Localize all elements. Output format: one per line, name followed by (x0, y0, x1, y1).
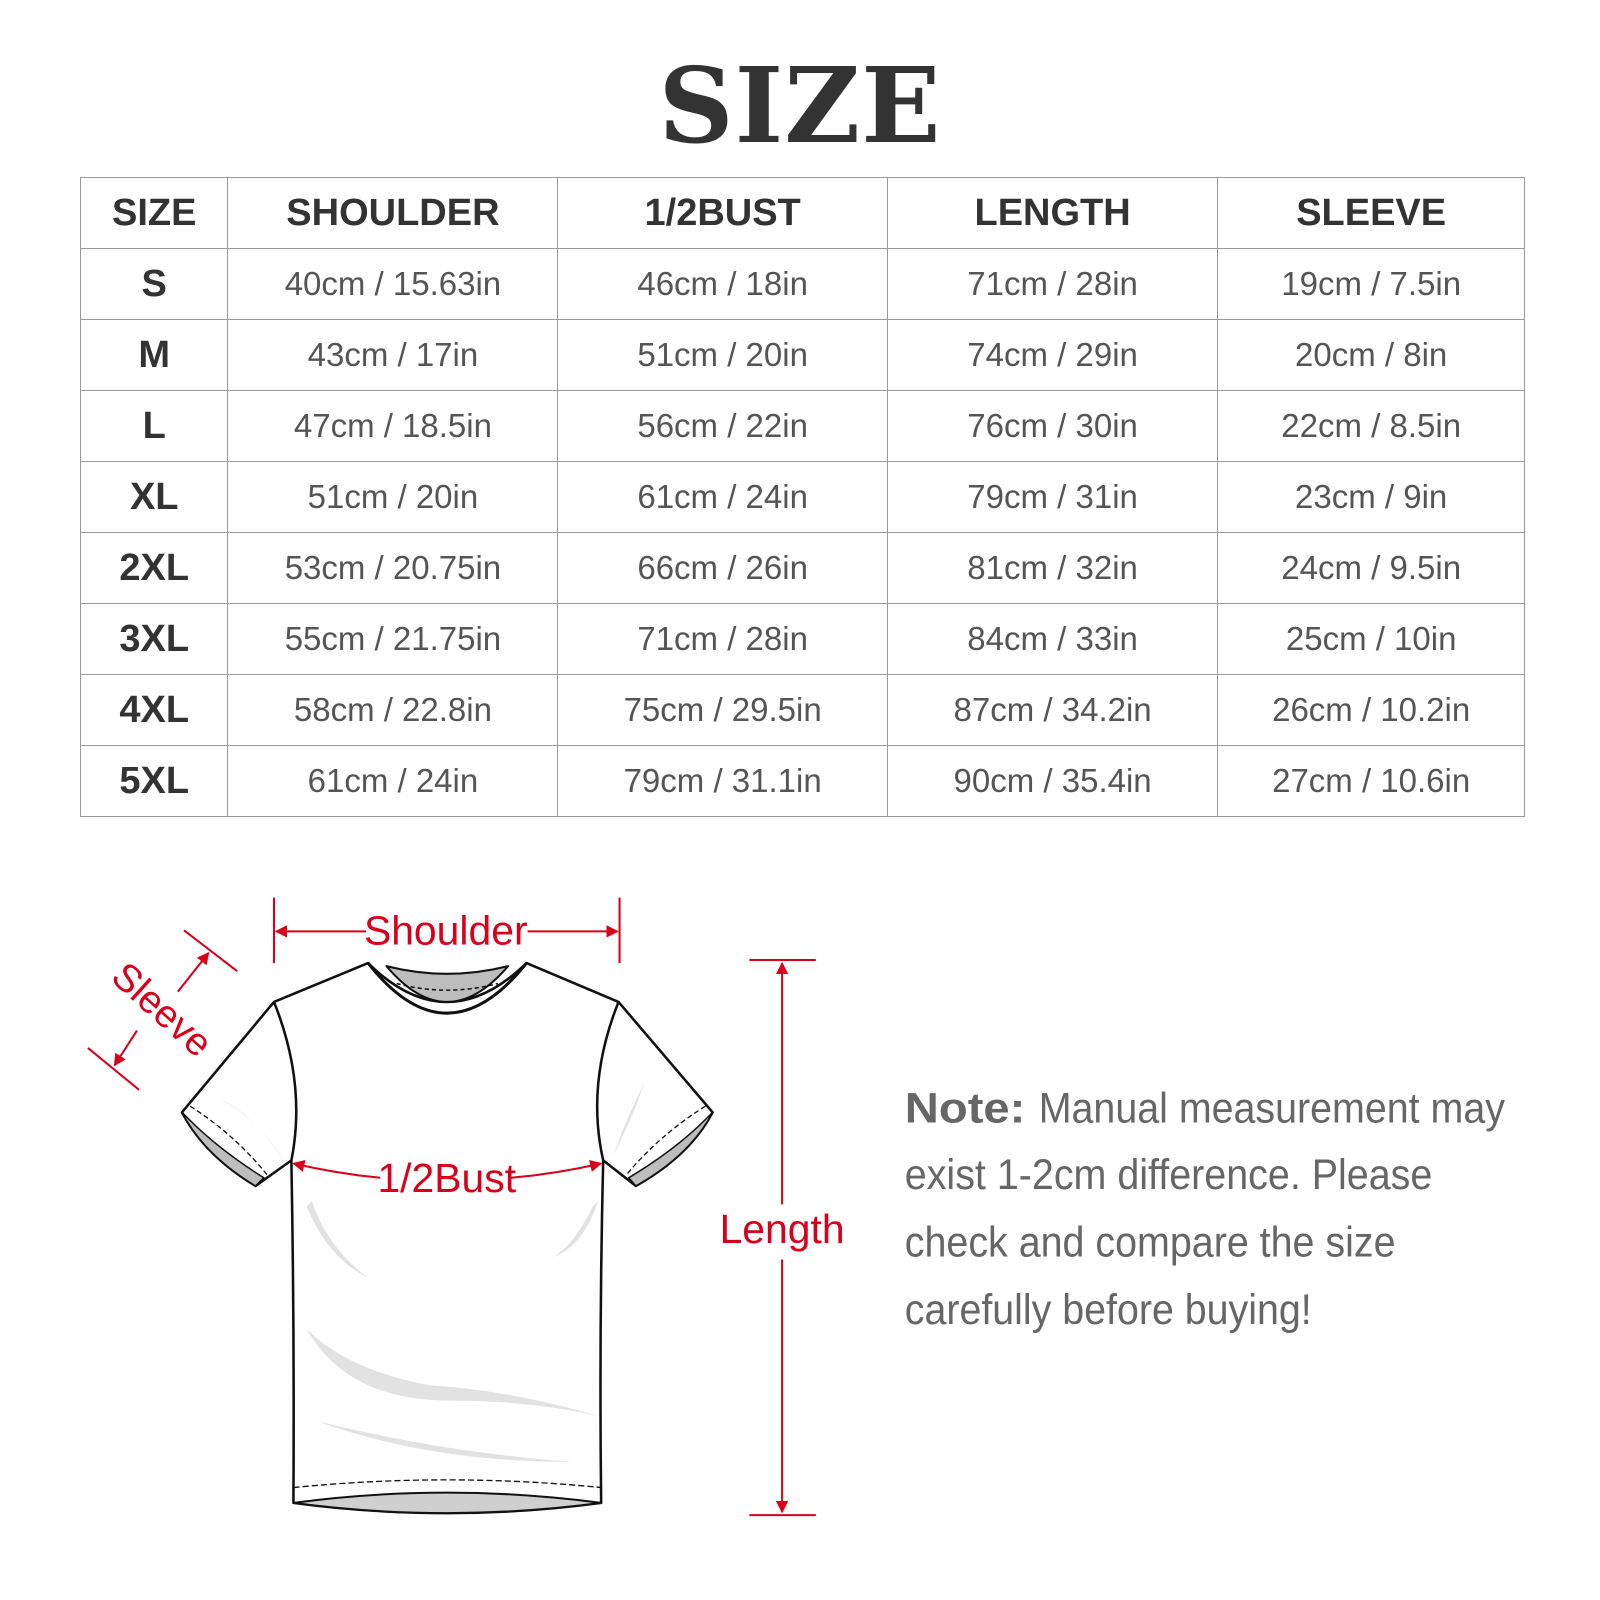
measurement-cell: 51cm / 20in (227, 461, 559, 533)
table-header-row: SIZE SHOULDER 1/2BUST LENGTH SLEEVE (79, 177, 1525, 249)
measurement-cell: 26cm / 10.2in (1217, 674, 1525, 746)
length-measure (749, 958, 816, 1517)
sleeve-measure (87, 929, 238, 1091)
column-header: LENGTH (886, 177, 1219, 249)
measurement-cell: 79cm / 31in (886, 461, 1219, 533)
measurement-cell: 46cm / 18in (557, 248, 888, 320)
shoulder-measure (272, 897, 621, 964)
table-row: 2XL 53cm / 20.75in 66cm / 26in 81cm / 32in 2… (79, 532, 1525, 604)
size-cell: 5XL (79, 745, 229, 817)
size-cell: L (79, 390, 229, 462)
size-cell: 4XL (79, 674, 229, 746)
measurement-cell: 27cm / 10.6in (1217, 745, 1525, 817)
note-line: Manual measurement may (1039, 1085, 1506, 1133)
measurement-cell: 55cm / 21.75in (227, 603, 559, 675)
table-row: M 43cm / 17in 51cm / 20in 74cm / 29in 20cm /… (79, 319, 1525, 391)
column-header: SLEEVE (1217, 177, 1525, 249)
measurement-cell: 61cm / 24in (557, 461, 888, 533)
page-title: SIZE (658, 44, 942, 167)
table-row: 5XL 61cm / 24in 79cm / 31.1in 90cm / 35.4in… (79, 745, 1525, 817)
measurement-cell: 40cm / 15.63in (227, 248, 559, 320)
measurement-cell: 23cm / 9in (1217, 461, 1525, 533)
note-line: exist 1-2cm difference. Please (905, 1151, 1433, 1199)
size-cell: S (79, 248, 229, 320)
length-label: Length (720, 1206, 845, 1252)
measurement-cell: 81cm / 32in (886, 532, 1219, 604)
measurement-cell: 56cm / 22in (557, 390, 888, 462)
measurement-cell: 19cm / 7.5in (1217, 248, 1525, 320)
table-row: XL 51cm / 20in 61cm / 24in 79cm / 31in 23cm … (79, 461, 1525, 533)
size-table: SIZE SHOULDER 1/2BUST LENGTH SLEEVE S 40cm / … (79, 177, 1525, 817)
bust-label: 1/2Bust (377, 1155, 516, 1201)
measurement-cell: 58cm / 22.8in (227, 674, 559, 746)
measurement-cell: 71cm / 28in (886, 248, 1219, 320)
measurement-cell: 84cm / 33in (886, 603, 1219, 675)
measurement-cell: 75cm / 29.5in (557, 674, 888, 746)
measurement-cell: 25cm / 10in (1217, 603, 1525, 675)
tshirt-illustration (180, 961, 714, 1515)
note: Note: Manual measurement may exist 1-2cm… (905, 1085, 1506, 1334)
note-label: Note: (905, 1085, 1026, 1133)
measurement-cell: 74cm / 29in (886, 319, 1219, 391)
measurement-cell: 87cm / 34.2in (886, 674, 1219, 746)
table-row: S 40cm / 15.63in 46cm / 18in 71cm / 28in 19c… (79, 248, 1525, 320)
measurement-cell: 61cm / 24in (227, 745, 559, 817)
measurement-cell: 20cm / 8in (1217, 319, 1525, 391)
measurement-cell: 90cm / 35.4in (886, 745, 1219, 817)
note-line: check and compare the size (905, 1218, 1396, 1266)
measurement-cell: 66cm / 26in (557, 532, 888, 604)
shoulder-label: Shoulder (364, 908, 528, 954)
measurement-cell: 24cm / 9.5in (1217, 532, 1525, 604)
table-row: 3XL 55cm / 21.75in 71cm / 28in 84cm / 33in 2… (79, 603, 1525, 675)
bust-measure (292, 1159, 603, 1179)
size-cell: M (79, 319, 229, 391)
measurement-cell: 43cm / 17in (227, 319, 559, 391)
table-row: 4XL 58cm / 22.8in 75cm / 29.5in 87cm / 34.2… (79, 674, 1525, 746)
size-cell: 3XL (79, 603, 229, 675)
note-line: carefully before buying! (905, 1286, 1312, 1334)
size-cell: XL (79, 461, 229, 533)
column-header: 1/2BUST (557, 177, 888, 249)
measurement-cell: 71cm / 28in (557, 603, 888, 675)
column-header: SIZE (79, 177, 229, 249)
table-row: L 47cm / 18.5in 56cm / 22in 76cm / 30in 22cm… (79, 390, 1525, 462)
measurement-cell: 22cm / 8.5in (1217, 390, 1525, 462)
measurement-cell: 76cm / 30in (886, 390, 1219, 462)
measurement-cell: 53cm / 20.75in (227, 532, 559, 604)
measurement-cell: 79cm / 31.1in (557, 745, 888, 817)
sleeve-label: Sleeve (103, 954, 220, 1065)
